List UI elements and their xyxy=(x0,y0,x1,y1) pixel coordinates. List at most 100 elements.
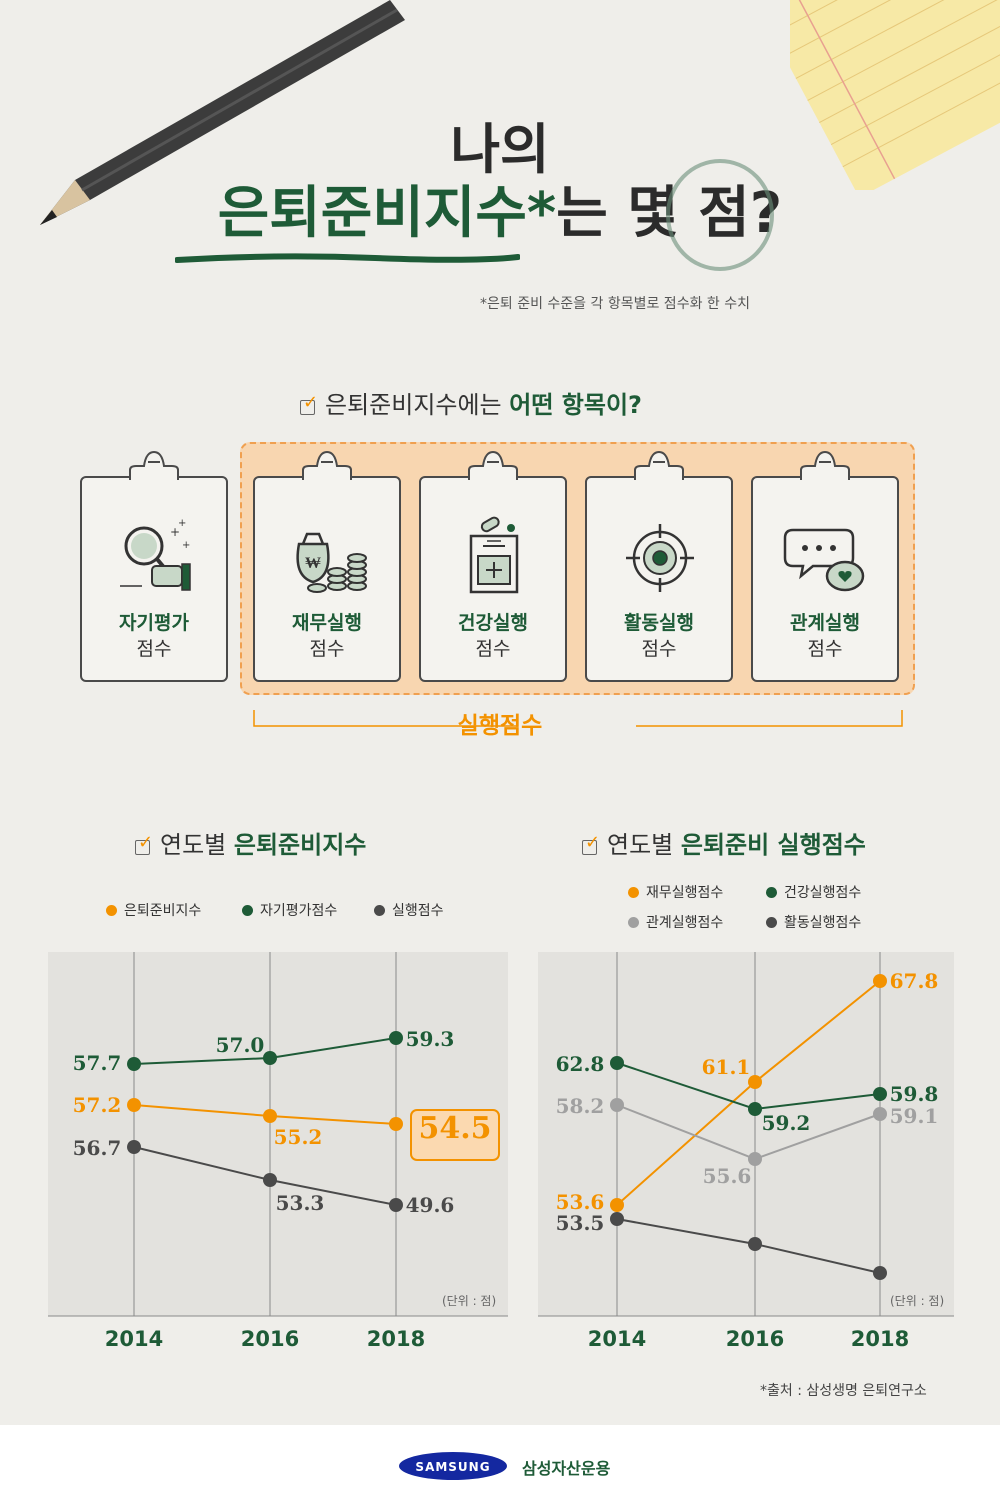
chart1-heading-bold: 은퇴준비지수 xyxy=(233,831,367,859)
data-point xyxy=(610,1198,624,1212)
items-section-heading: ✓ 은퇴준비지수에는 어떤 항목이? xyxy=(300,385,642,420)
svg-text:+: + xyxy=(170,525,180,539)
legend-dot xyxy=(628,917,639,928)
x-tick-label: 2014 xyxy=(105,1327,163,1351)
chart-panel xyxy=(538,952,954,1316)
svg-text:+: + xyxy=(178,518,186,529)
card-activity: 활동실행 점수 xyxy=(585,450,733,682)
card-self-assessment: + + + 자기평가 점수 xyxy=(80,450,228,682)
data-point xyxy=(389,1117,403,1131)
card-health: 건강실행 점수 xyxy=(419,450,567,682)
highlight-box xyxy=(410,1109,500,1161)
card-title: 자기평가 xyxy=(119,612,189,634)
card-suffix: 점수 xyxy=(475,638,511,660)
chart1-legend-item: 은퇴준비지수 xyxy=(106,900,201,920)
data-point xyxy=(610,1212,624,1226)
chart2-legend-item: 재무실행점수 xyxy=(628,882,723,902)
data-label: 62.8 xyxy=(556,1052,605,1076)
chart1-heading: ✓ 연도별 은퇴준비지수 xyxy=(135,825,366,860)
data-point xyxy=(389,1198,403,1212)
clipboard-clip-icon xyxy=(634,450,684,480)
data-point xyxy=(748,1237,762,1251)
checkbox-icon: ✓ xyxy=(300,392,318,415)
samsung-logo-text: SAMSUNG xyxy=(415,1460,490,1474)
legend-dot xyxy=(766,917,777,928)
items-heading-plain: 은퇴준비지수에는 xyxy=(325,391,510,419)
data-label: 54.5 xyxy=(418,1111,491,1146)
chart1-legend-item: 실행점수 xyxy=(374,900,444,920)
data-label: 59.2 xyxy=(762,1111,811,1135)
data-label: 59.8 xyxy=(890,1082,939,1106)
company-name: 삼성자산운용 xyxy=(522,1459,611,1478)
card-suffix: 점수 xyxy=(641,638,677,660)
card-title: 관계실행 xyxy=(790,612,860,634)
legend-dot xyxy=(242,905,253,916)
data-point xyxy=(127,1057,141,1071)
title-underline-stroke xyxy=(175,253,520,263)
chart2-legend-item: 활동실행점수 xyxy=(766,912,861,932)
chart1-unit: (단위 : 점) xyxy=(442,1294,497,1308)
legend-label: 관계실행점수 xyxy=(646,915,724,931)
data-point xyxy=(263,1173,277,1187)
data-label: 49.6 xyxy=(406,1193,455,1217)
title-highlight: 은퇴준비지수 xyxy=(217,181,527,246)
data-label: 67.8 xyxy=(890,969,939,993)
chat-heart-icon xyxy=(783,528,865,592)
checkbox-icon: ✓ xyxy=(135,832,153,855)
target-icon xyxy=(626,524,694,592)
x-tick-label: 2018 xyxy=(367,1327,425,1351)
chart2-unit: (단위 : 점) xyxy=(890,1294,945,1308)
x-tick-label: 2016 xyxy=(241,1327,299,1351)
data-label: 53.3 xyxy=(276,1191,325,1215)
execution-score-label: 실행점수 xyxy=(457,713,543,739)
card-financial: ₩ 재무실행 점수 xyxy=(253,450,401,682)
items-heading-bold: 어떤 항목이? xyxy=(509,391,642,419)
data-label: 58.2 xyxy=(556,1094,605,1118)
chart2-legend-item: 관계실행점수 xyxy=(628,912,723,932)
magnifier-hand-icon: +++ xyxy=(120,518,191,591)
legend-dot xyxy=(628,887,639,898)
data-point xyxy=(263,1051,277,1065)
card-suffix: 점수 xyxy=(309,638,345,660)
data-label: 57.0 xyxy=(216,1033,265,1057)
legend-dot xyxy=(106,905,117,916)
data-point xyxy=(873,1266,887,1280)
data-point xyxy=(127,1140,141,1154)
legend-label: 재무실행점수 xyxy=(646,885,724,901)
title-circle-stroke xyxy=(666,159,774,271)
data-point xyxy=(748,1102,762,1116)
legend-label: 은퇴준비지수 xyxy=(124,903,202,919)
data-label: 57.7 xyxy=(73,1051,122,1075)
clipboard-clip-icon xyxy=(800,450,850,480)
x-tick-label: 2014 xyxy=(588,1327,646,1351)
data-point xyxy=(263,1109,277,1123)
chart2-legend-item: 건강실행점수 xyxy=(766,882,861,902)
data-label: 57.2 xyxy=(73,1093,122,1117)
card-suffix: 점수 xyxy=(136,638,172,660)
card-suffix: 점수 xyxy=(807,638,843,660)
card-title: 활동실행 xyxy=(624,612,694,634)
data-label: 56.7 xyxy=(73,1136,122,1160)
data-point xyxy=(873,974,887,988)
data-point xyxy=(873,1087,887,1101)
chart2-heading-bold: 은퇴준비 실행점수 xyxy=(680,831,866,859)
card-relationship: 관계실행 점수 xyxy=(751,450,899,682)
source-note: *출처 : 삼성생명 은퇴연구소 xyxy=(760,1383,927,1399)
card-title: 건강실행 xyxy=(458,612,528,634)
legend-label: 실행점수 xyxy=(392,903,444,919)
legend-dot xyxy=(374,905,385,916)
svg-text:+: + xyxy=(182,540,190,551)
pencil-decoration xyxy=(40,0,405,225)
svg-text:₩: ₩ xyxy=(305,553,321,572)
title-footnote: *은퇴 준비 수준을 각 항목별로 점수화 한 수치 xyxy=(480,296,750,312)
legend-label: 활동실행점수 xyxy=(784,915,862,931)
data-label: 53.5 xyxy=(556,1211,605,1235)
chart2-heading: ✓ 연도별 은퇴준비 실행점수 xyxy=(582,825,866,860)
data-point xyxy=(127,1098,141,1112)
data-label: 59.3 xyxy=(406,1027,455,1051)
clipboard-clip-icon xyxy=(129,450,179,480)
data-point xyxy=(748,1152,762,1166)
legend-dot xyxy=(766,887,777,898)
data-label: 55.2 xyxy=(274,1125,323,1149)
